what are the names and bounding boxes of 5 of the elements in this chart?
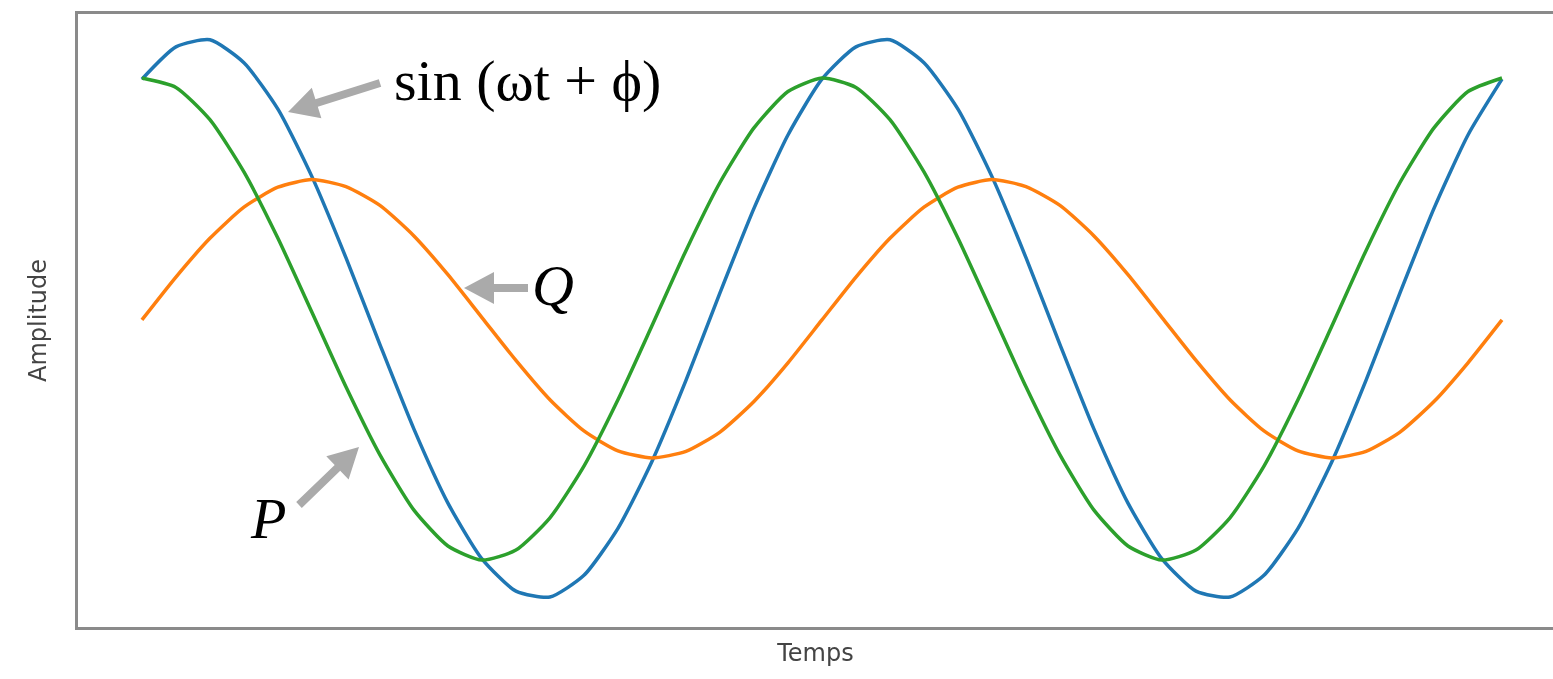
series-label: P [250,486,287,551]
series-label: sin (ωt + ϕ) [394,48,662,113]
series-label: Q [532,253,574,318]
y-axis-title: Amplitude [24,259,53,382]
x-axis-title: Temps [776,639,854,668]
